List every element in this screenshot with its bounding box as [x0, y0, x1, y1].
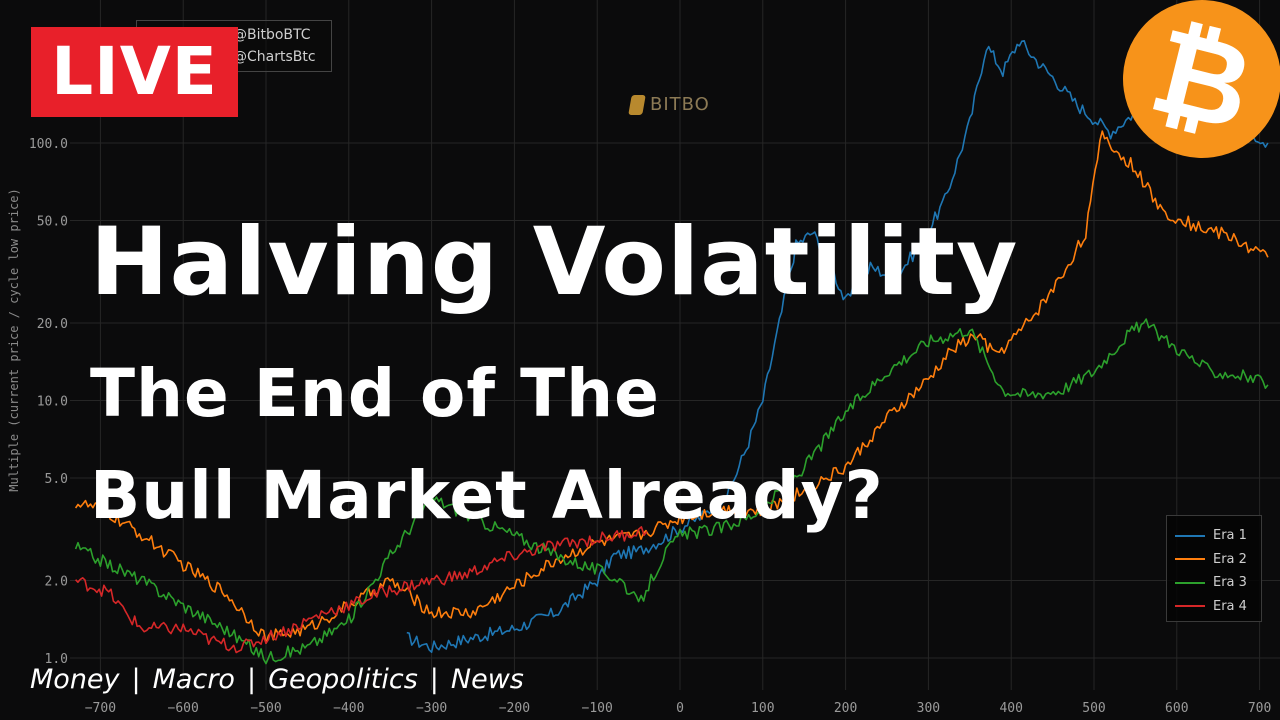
- y-axis-label: Multiple (current price / cycle low pric…: [7, 188, 21, 491]
- tag-geopolitics: Geopolitics: [268, 664, 418, 695]
- title-line-2: The End of The: [90, 355, 660, 432]
- x-tick-label: 400: [999, 701, 1022, 716]
- legend-swatch-era-4: [1175, 605, 1205, 608]
- title-line-1: Halving Volatility: [90, 208, 1019, 317]
- y-tick-label: 50.0: [37, 215, 68, 230]
- y-tick-label: 10.0: [37, 395, 68, 410]
- x-tick-label: 600: [1165, 701, 1188, 716]
- bitbo-logo-icon: [628, 94, 646, 115]
- chart-series: [74, 40, 1269, 665]
- legend-label-era-3: Era 3: [1213, 575, 1247, 591]
- legend-label-era-2: Era 2: [1213, 551, 1247, 567]
- x-tick-labels: −700 −600 −500 −400 −300 −200 −100 0 100 200 300 40…: [85, 701, 1272, 716]
- topic-tags: Money | Macro | Geopolitics | News: [30, 662, 524, 698]
- tag-macro: Macro: [152, 664, 235, 695]
- y-tick-labels: 1.0 2.0 5.0 10.0 20.0 50.0 100.0: [29, 137, 68, 667]
- legend-label-era-4: Era 4: [1213, 598, 1247, 614]
- x-tick-label: 100: [751, 701, 774, 716]
- chart-legend: Era 1 Era 2 Era 3 Era 4: [1166, 515, 1262, 622]
- legend-item-era-1[interactable]: Era 1: [1175, 524, 1261, 548]
- x-tick-label: −600: [168, 701, 199, 716]
- y-tick-label: 5.0: [45, 472, 68, 487]
- title-line-3: Bull Market Already?: [90, 457, 884, 534]
- y-tick-label: 20.0: [37, 317, 68, 332]
- x-tick-label: −400: [333, 701, 364, 716]
- tag-money: Money: [30, 664, 120, 695]
- legend-label-era-1: Era 1: [1213, 528, 1247, 544]
- y-tick-label: 100.0: [29, 137, 68, 152]
- legend-swatch-era-2: [1175, 558, 1205, 561]
- series-line-era-3: [74, 318, 1269, 665]
- tag-separator: |: [246, 664, 257, 695]
- series-line-era-1: [406, 40, 1269, 653]
- y-tick-label: 2.0: [45, 574, 68, 589]
- legend-item-era-3[interactable]: Era 3: [1175, 571, 1261, 595]
- x-tick-label: −300: [416, 701, 447, 716]
- x-tick-label: −700: [85, 701, 116, 716]
- series-line-era-2: [74, 130, 1269, 644]
- legend-item-era-4[interactable]: Era 4: [1175, 595, 1261, 619]
- series-line-era-4: [75, 526, 648, 654]
- x-tick-label: 200: [834, 701, 857, 716]
- x-tick-label: 300: [917, 701, 940, 716]
- tag-separator: |: [131, 664, 141, 695]
- x-tick-label: −100: [582, 701, 613, 716]
- x-tick-label: 700: [1248, 701, 1271, 716]
- legend-item-era-2[interactable]: Era 2: [1175, 548, 1261, 572]
- x-tick-label: 500: [1082, 701, 1105, 716]
- y-tick-label: 1.0: [45, 652, 68, 667]
- tag-news: News: [450, 664, 524, 695]
- tag-separator: |: [429, 664, 439, 695]
- bitbo-watermark-text: BITBO: [650, 94, 710, 115]
- legend-swatch-era-1: [1175, 534, 1205, 537]
- live-badge: LIVE: [31, 27, 238, 117]
- x-tick-label: −500: [250, 701, 281, 716]
- handle-bitbo: @BitboBTC: [233, 27, 311, 43]
- handle-charts: @ChartsBtc: [233, 49, 316, 65]
- x-tick-label: −200: [499, 701, 530, 716]
- legend-swatch-era-3: [1175, 581, 1205, 584]
- x-tick-label: 0: [676, 701, 684, 716]
- bitbo-watermark: BITBO: [628, 94, 710, 115]
